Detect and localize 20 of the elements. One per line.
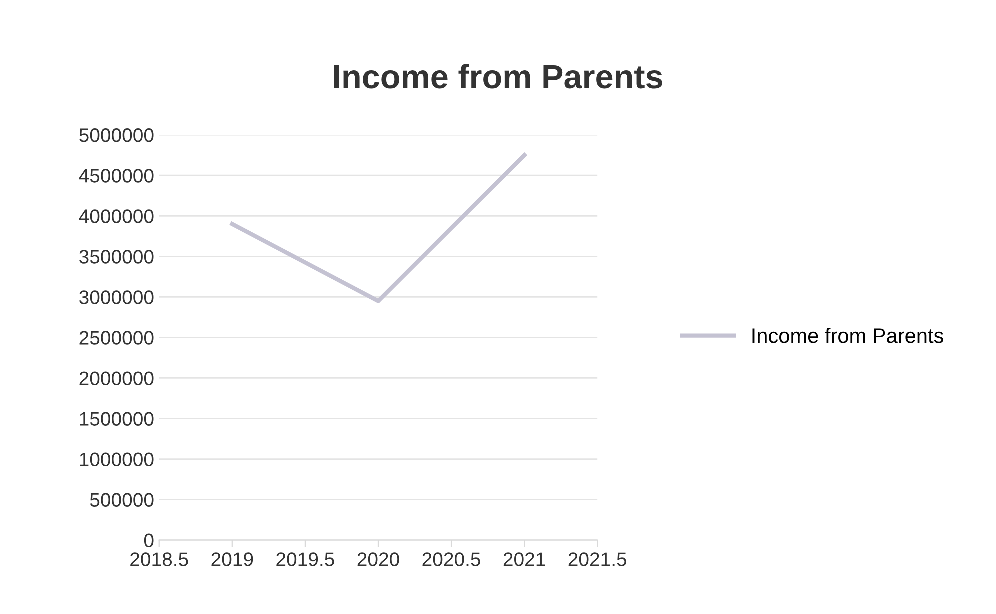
x-tick-label: 2021.5 xyxy=(568,552,627,566)
x-tick-label: 2018.5 xyxy=(130,552,188,566)
y-tick-label: 1500000 xyxy=(80,412,154,426)
y-tick-label: 500000 xyxy=(90,493,154,508)
legend-label: Income from Parents xyxy=(752,328,944,344)
x-tick-label: 2020.5 xyxy=(422,552,480,566)
y-tick-label: 3000000 xyxy=(80,290,154,304)
x-tick-label: 2019 xyxy=(212,552,254,566)
y-tick-label: 5000000 xyxy=(80,128,154,142)
y-tick-label: 2500000 xyxy=(80,331,154,345)
x-tick-label: 2019.5 xyxy=(276,552,334,566)
y-tick-label: 0 xyxy=(144,534,154,548)
y-tick-label: 4000000 xyxy=(79,210,154,224)
x-tick-label: 2021 xyxy=(504,552,546,566)
y-tick-label: 2000000 xyxy=(80,372,154,386)
y-tick-label: 3500000 xyxy=(80,250,154,264)
y-tick-label: 1000000 xyxy=(80,452,154,467)
x-tick-label: 2020 xyxy=(358,552,400,566)
y-tick-label: 4500000 xyxy=(79,169,154,183)
chart-title: Income from Parents xyxy=(334,64,662,89)
